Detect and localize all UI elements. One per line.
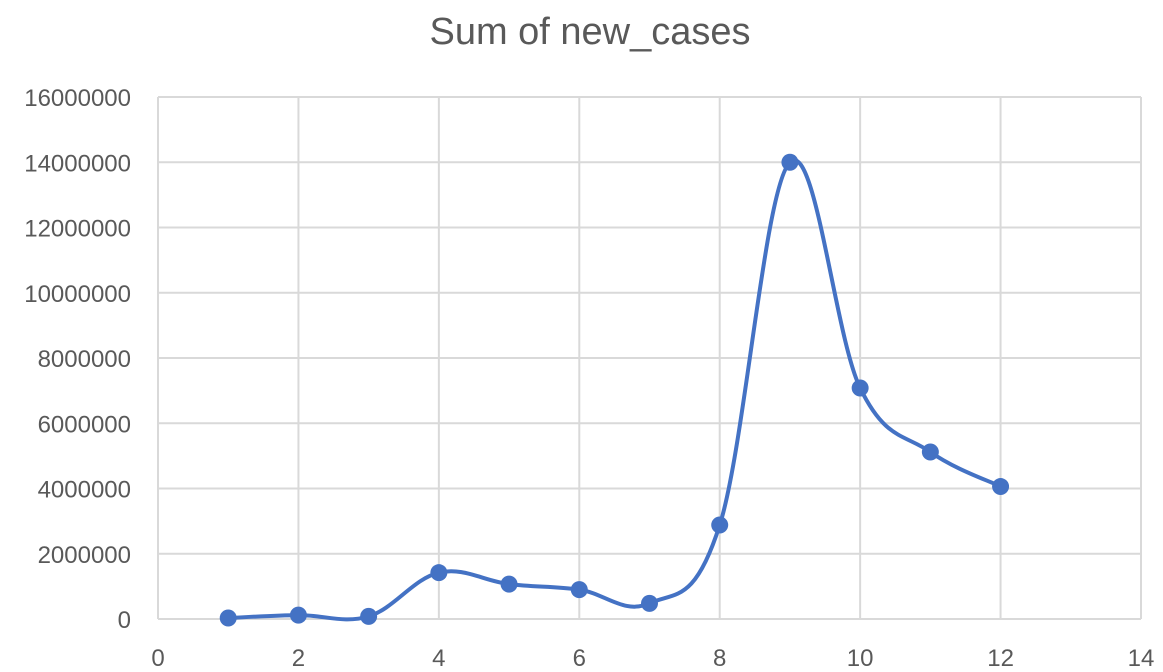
data-point-marker — [500, 575, 518, 593]
data-point-marker — [219, 609, 237, 627]
y-tick-label: 10000000 — [24, 281, 131, 308]
gridlines — [157, 96, 1142, 620]
y-tick-label: 0 — [118, 607, 131, 634]
y-tick-label: 4000000 — [38, 477, 131, 504]
y-tick-label: 12000000 — [24, 216, 131, 243]
series-line — [226, 158, 1003, 622]
x-tick-label: 8 — [713, 645, 726, 672]
data-point-marker — [851, 379, 869, 397]
data-point-marker — [289, 606, 307, 624]
data-point-marker — [430, 564, 448, 582]
axis-tick-labels: 0200000040000006000000800000010000000120… — [24, 85, 1154, 672]
y-tick-label: 14000000 — [24, 150, 131, 177]
chart-title: Sum of new_cases — [429, 11, 750, 53]
data-point-marker — [360, 607, 378, 625]
x-tick-label: 10 — [847, 645, 874, 672]
x-tick-label: 0 — [151, 645, 164, 672]
data-point-marker — [992, 478, 1010, 496]
x-tick-label: 4 — [432, 645, 445, 672]
x-tick-label: 2 — [292, 645, 305, 672]
data-point-marker — [711, 516, 729, 534]
x-tick-label: 14 — [1128, 645, 1155, 672]
x-tick-label: 12 — [987, 645, 1014, 672]
y-tick-label: 6000000 — [38, 411, 131, 438]
data-point-marker — [570, 581, 588, 599]
data-point-marker — [781, 153, 799, 171]
y-tick-label: 2000000 — [38, 542, 131, 569]
x-tick-label: 6 — [573, 645, 586, 672]
y-tick-label: 16000000 — [24, 85, 131, 112]
data-point-marker — [641, 594, 658, 612]
y-tick-label: 8000000 — [38, 346, 131, 373]
series-layer — [219, 153, 1010, 627]
data-point-marker — [921, 443, 939, 461]
